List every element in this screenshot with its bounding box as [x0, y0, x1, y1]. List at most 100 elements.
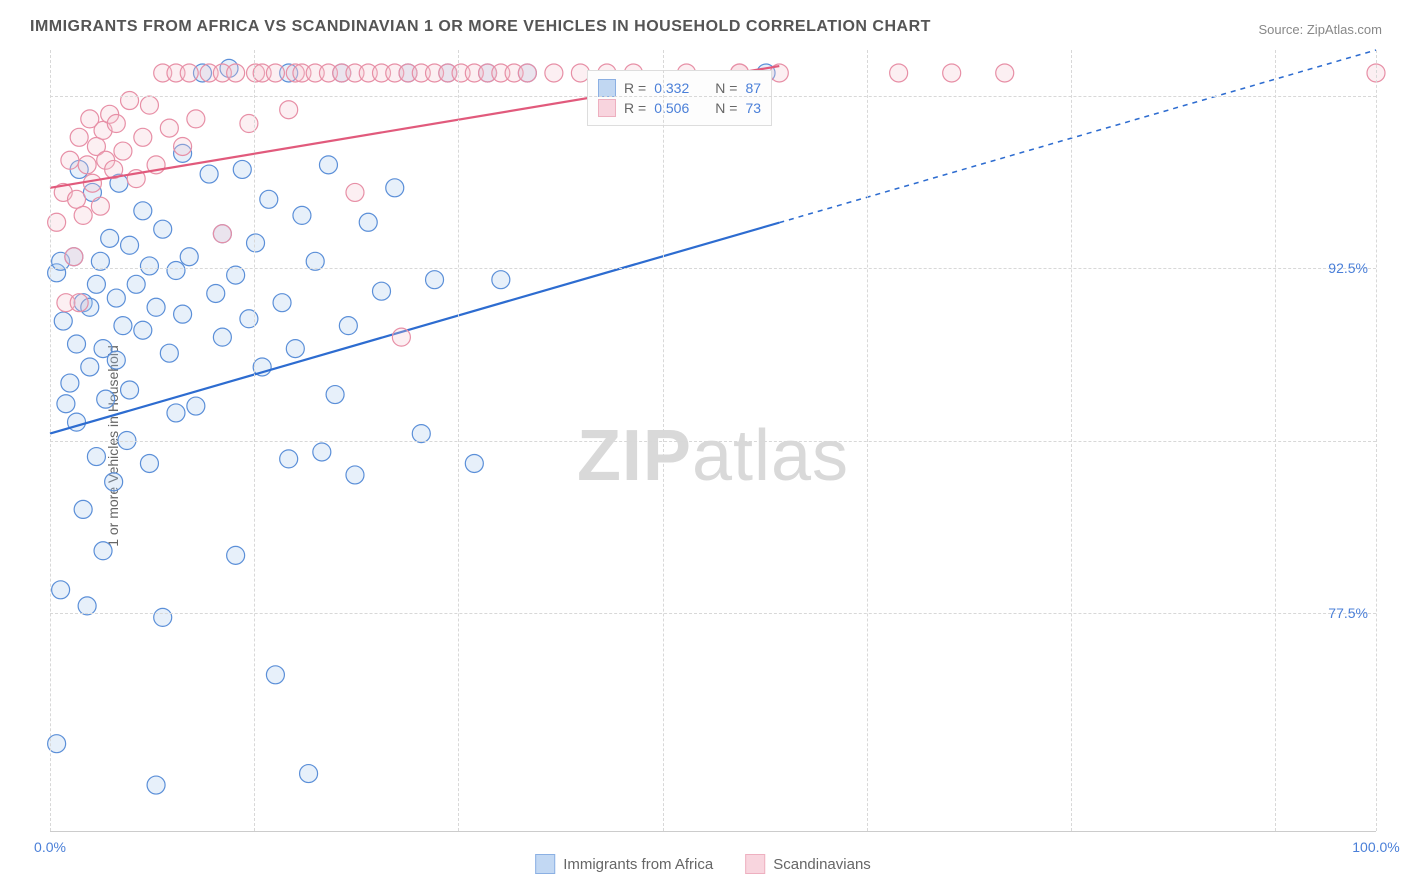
- gridline-v: [1071, 50, 1072, 831]
- plot-area: ZIPatlas R = 0.332N = 87R = 0.506N = 73 …: [50, 50, 1376, 832]
- scatter-point-africa: [160, 344, 178, 362]
- scatter-point-scand: [74, 206, 92, 224]
- gridline-v: [1275, 50, 1276, 831]
- scatter-point-scand: [187, 110, 205, 128]
- scatter-point-africa: [74, 500, 92, 518]
- scatter-point-scand: [545, 64, 563, 82]
- chart-title: IMMIGRANTS FROM AFRICA VS SCANDINAVIAN 1…: [30, 18, 931, 36]
- scatter-point-africa: [233, 160, 251, 178]
- scatter-point-africa: [359, 213, 377, 231]
- bottom-legend-swatch-africa: [535, 854, 555, 874]
- scatter-point-africa: [87, 275, 105, 293]
- scatter-point-africa: [127, 275, 145, 293]
- gridline-v: [50, 50, 51, 831]
- bottom-legend-swatch-scand: [745, 854, 765, 874]
- scatter-point-scand: [70, 294, 88, 312]
- scatter-point-africa: [465, 454, 483, 472]
- scatter-point-africa: [107, 351, 125, 369]
- legend-n-prefix: N =: [715, 80, 737, 96]
- scatter-point-africa: [346, 466, 364, 484]
- trend-line-africa: [50, 223, 779, 434]
- scatter-point-africa: [87, 448, 105, 466]
- scatter-point-africa: [121, 236, 139, 254]
- legend-n-prefix: N =: [715, 100, 737, 116]
- scatter-point-scand: [392, 328, 410, 346]
- legend-swatch-scand: [598, 99, 616, 117]
- scatter-point-africa: [114, 317, 132, 335]
- scatter-point-scand: [134, 128, 152, 146]
- bottom-legend-label-africa: Immigrants from Africa: [563, 856, 713, 873]
- scatter-point-africa: [57, 395, 75, 413]
- scatter-point-africa: [207, 284, 225, 302]
- scatter-point-africa: [227, 546, 245, 564]
- scatter-point-scand: [114, 142, 132, 160]
- scatter-point-scand: [78, 156, 96, 174]
- legend-r-value-scand: 0.506: [654, 100, 689, 116]
- bottom-legend-item-scand[interactable]: Scandinavians: [745, 854, 871, 874]
- scatter-point-africa: [247, 234, 265, 252]
- source-link[interactable]: ZipAtlas.com: [1307, 22, 1382, 37]
- source-attribution: Source: ZipAtlas.com: [1258, 22, 1382, 37]
- scatter-point-africa: [273, 294, 291, 312]
- scatter-point-scand: [91, 197, 109, 215]
- scatter-point-africa: [180, 248, 198, 266]
- scatter-point-africa: [174, 305, 192, 323]
- scatter-point-scand: [280, 101, 298, 119]
- legend-r-prefix: R =: [624, 100, 646, 116]
- scatter-point-scand: [68, 190, 86, 208]
- gridline-h: [50, 96, 1376, 97]
- scatter-point-africa: [373, 282, 391, 300]
- bottom-legend-item-africa[interactable]: Immigrants from Africa: [535, 854, 713, 874]
- scatter-point-africa: [426, 271, 444, 289]
- scatter-point-africa: [134, 321, 152, 339]
- scatter-point-africa: [386, 179, 404, 197]
- scatter-point-africa: [286, 340, 304, 358]
- stats-legend-row-africa: R = 0.332N = 87: [598, 79, 761, 97]
- gridline-h: [50, 268, 1376, 269]
- legend-r-value-africa: 0.332: [654, 80, 689, 96]
- scatter-point-africa: [187, 397, 205, 415]
- scatter-point-scand: [140, 96, 158, 114]
- scatter-point-scand: [213, 225, 231, 243]
- scatter-point-scand: [121, 92, 139, 110]
- scatter-point-africa: [326, 386, 344, 404]
- scatter-point-africa: [147, 298, 165, 316]
- stats-legend: R = 0.332N = 87R = 0.506N = 73: [587, 70, 772, 126]
- scatter-point-scand: [83, 174, 101, 192]
- scatter-point-africa: [140, 257, 158, 275]
- scatter-point-scand: [70, 128, 88, 146]
- scatter-point-africa: [154, 608, 172, 626]
- legend-n-value-africa: 87: [745, 80, 761, 96]
- scatter-point-scand: [346, 183, 364, 201]
- y-tick-label: 77.5%: [1328, 605, 1368, 621]
- scatter-point-africa: [94, 542, 112, 560]
- gridline-v: [254, 50, 255, 831]
- scatter-point-africa: [52, 581, 70, 599]
- scatter-point-africa: [260, 190, 278, 208]
- scatter-point-africa: [167, 404, 185, 422]
- scatter-point-africa: [200, 165, 218, 183]
- scatter-point-africa: [81, 358, 99, 376]
- scatter-point-scand: [174, 137, 192, 155]
- scatter-point-africa: [121, 381, 139, 399]
- scatter-point-africa: [147, 776, 165, 794]
- scatter-point-africa: [134, 202, 152, 220]
- bottom-legend: Immigrants from Africa Scandinavians: [535, 854, 871, 874]
- scatter-point-africa: [105, 473, 123, 491]
- scatter-point-scand: [518, 64, 536, 82]
- scatter-point-scand: [160, 119, 178, 137]
- scatter-point-scand: [227, 64, 245, 82]
- gridline-v: [1376, 50, 1377, 831]
- gridline-h: [50, 441, 1376, 442]
- scatter-point-scand: [61, 151, 79, 169]
- scatter-point-africa: [293, 206, 311, 224]
- gridline-v: [867, 50, 868, 831]
- scatter-point-scand: [107, 115, 125, 133]
- bottom-legend-label-scand: Scandinavians: [773, 856, 871, 873]
- scatter-point-africa: [313, 443, 331, 461]
- scatter-point-africa: [107, 289, 125, 307]
- scatter-point-scand: [943, 64, 961, 82]
- scatter-point-africa: [213, 328, 231, 346]
- gridline-v: [458, 50, 459, 831]
- scatter-point-africa: [54, 312, 72, 330]
